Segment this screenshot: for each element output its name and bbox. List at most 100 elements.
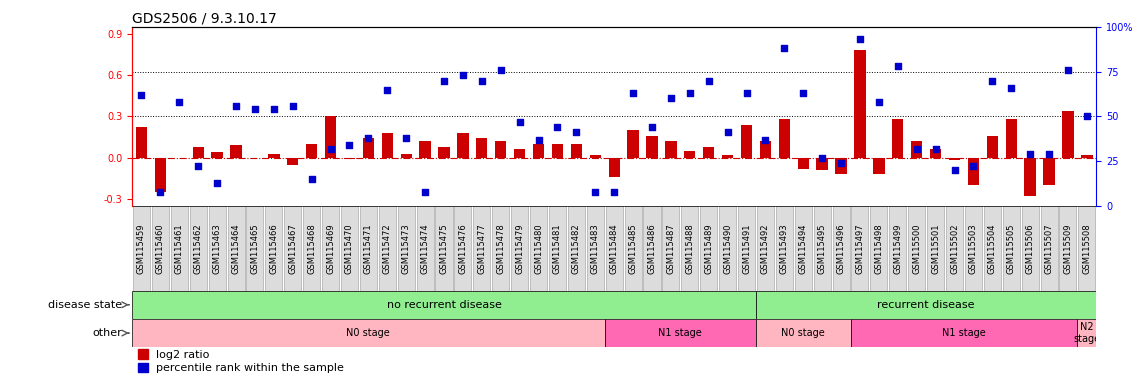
Text: GSM115469: GSM115469 [326, 223, 335, 273]
Text: GSM115498: GSM115498 [875, 223, 884, 273]
Bar [684, 151, 696, 158]
Bar [760, 141, 771, 158]
Text: N0 stage: N0 stage [782, 328, 825, 338]
Point [284, 103, 302, 109]
Text: GSM115465: GSM115465 [250, 223, 259, 273]
Bar [854, 50, 866, 158]
Text: GSM115463: GSM115463 [212, 223, 222, 274]
Point [152, 189, 170, 195]
Text: GSM115461: GSM115461 [174, 223, 184, 273]
FancyBboxPatch shape [189, 206, 207, 291]
Point [1002, 84, 1021, 91]
Text: N0 stage: N0 stage [347, 328, 390, 338]
Text: GSM115476: GSM115476 [458, 223, 467, 274]
Text: GSM115483: GSM115483 [591, 223, 599, 274]
Bar [343, 158, 355, 159]
FancyBboxPatch shape [1060, 206, 1077, 291]
Text: GSM115496: GSM115496 [837, 223, 846, 273]
FancyBboxPatch shape [568, 206, 584, 291]
FancyBboxPatch shape [530, 206, 548, 291]
Text: GSM115509: GSM115509 [1063, 223, 1072, 273]
FancyBboxPatch shape [587, 206, 604, 291]
Point [699, 78, 718, 84]
Text: GSM115497: GSM115497 [855, 223, 864, 273]
FancyBboxPatch shape [323, 206, 339, 291]
Text: GSM115472: GSM115472 [382, 223, 391, 273]
Bar [836, 158, 847, 174]
Bar [571, 144, 582, 158]
Text: GSM115489: GSM115489 [704, 223, 713, 273]
Bar [1081, 155, 1093, 158]
Text: GSM115481: GSM115481 [553, 223, 563, 273]
FancyBboxPatch shape [965, 206, 982, 291]
FancyBboxPatch shape [171, 206, 188, 291]
Point [511, 119, 529, 125]
FancyBboxPatch shape [247, 206, 263, 291]
Point [1021, 151, 1039, 157]
Point [587, 189, 605, 195]
Text: GSM115475: GSM115475 [440, 223, 449, 273]
Text: GSM115492: GSM115492 [761, 223, 770, 273]
Point [435, 78, 453, 84]
Bar [778, 119, 790, 158]
FancyBboxPatch shape [511, 206, 528, 291]
FancyBboxPatch shape [492, 206, 510, 291]
Point [1040, 151, 1058, 157]
Point [775, 45, 793, 51]
Point [681, 90, 699, 96]
Point [208, 180, 226, 186]
Bar [495, 141, 506, 158]
Bar [381, 133, 393, 158]
Bar [892, 119, 903, 158]
Text: GSM115508: GSM115508 [1083, 223, 1092, 273]
FancyBboxPatch shape [681, 206, 698, 291]
FancyBboxPatch shape [359, 206, 377, 291]
Point [832, 160, 851, 166]
Point [926, 146, 945, 152]
Point [359, 135, 378, 141]
Bar [552, 144, 564, 158]
FancyBboxPatch shape [227, 206, 245, 291]
Text: GSM115468: GSM115468 [308, 223, 316, 274]
FancyBboxPatch shape [1078, 206, 1095, 291]
FancyBboxPatch shape [455, 206, 472, 291]
Bar [1024, 158, 1035, 196]
Text: GSM115467: GSM115467 [288, 223, 297, 274]
Bar [1062, 111, 1073, 158]
Text: GSM115506: GSM115506 [1025, 223, 1034, 273]
FancyBboxPatch shape [473, 206, 490, 291]
Bar [703, 147, 714, 158]
FancyBboxPatch shape [700, 206, 718, 291]
Bar [757, 291, 1096, 319]
FancyBboxPatch shape [794, 206, 812, 291]
Bar [874, 158, 885, 174]
Bar [193, 147, 204, 158]
Bar [608, 158, 620, 177]
FancyBboxPatch shape [757, 206, 774, 291]
Point [265, 106, 284, 112]
Text: GSM115466: GSM115466 [270, 223, 278, 274]
Text: GSM115479: GSM115479 [515, 223, 525, 273]
Point [813, 154, 831, 161]
Bar [457, 133, 468, 158]
Text: N2
stage: N2 stage [1073, 322, 1101, 344]
Point [227, 103, 246, 109]
FancyBboxPatch shape [625, 206, 642, 291]
Bar [628, 130, 638, 158]
Point [378, 86, 396, 93]
Text: GSM115487: GSM115487 [666, 223, 675, 274]
Text: GSM115505: GSM115505 [1007, 223, 1016, 273]
Point [189, 164, 208, 170]
Bar [135, 127, 147, 158]
Point [889, 63, 907, 70]
Text: GSM115499: GSM115499 [893, 223, 902, 273]
Text: GSM115491: GSM115491 [742, 223, 751, 273]
Bar [722, 155, 734, 158]
FancyBboxPatch shape [832, 206, 850, 291]
Bar [287, 158, 298, 165]
Point [491, 67, 510, 73]
Bar [155, 158, 166, 192]
Bar [439, 147, 450, 158]
Text: GSM115485: GSM115485 [629, 223, 637, 273]
Bar [590, 155, 600, 158]
